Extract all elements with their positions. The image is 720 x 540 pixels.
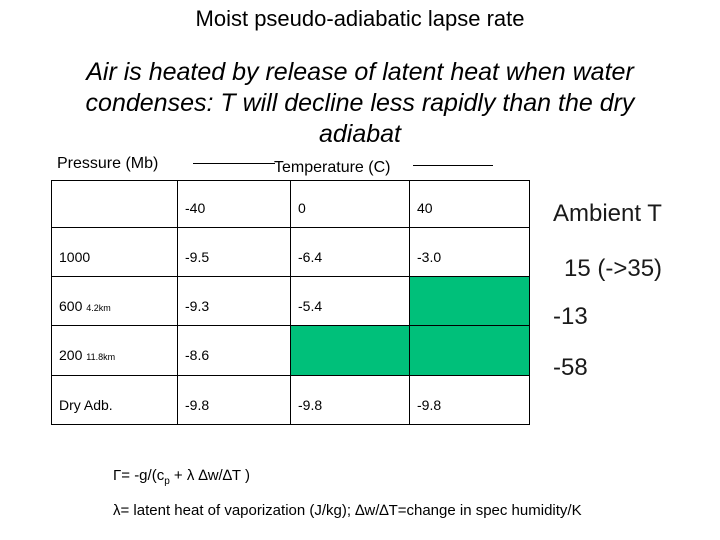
- table-corner-cell: [51, 180, 178, 228]
- table-row: 1000 -9.5 -6.4 -3.0: [51, 226, 530, 278]
- table-header-row: -40 0 40: [51, 180, 530, 228]
- row-label-200: 200 11.8km: [51, 325, 178, 376]
- pressure-axis-label: Pressure (Mb): [57, 155, 159, 172]
- pressure-value: 600: [59, 298, 83, 315]
- header-cell-temp-40: 40: [409, 180, 530, 228]
- ambient-temp-value: 15 (->35): [564, 255, 663, 282]
- ambient-temp-label: Ambient T: [553, 200, 662, 227]
- table-cell: -9.5: [177, 226, 291, 278]
- pressure-value: 200: [59, 347, 83, 364]
- temperature-rule-right: [413, 165, 493, 166]
- lapse-rate-formula: Γ= -g/(cp + λ ∆w/∆T ): [113, 467, 250, 487]
- table-row: 600 4.2km -9.3 -5.4: [51, 276, 530, 327]
- table-cell: -6.4: [290, 226, 410, 278]
- table-cell: -3.0: [409, 226, 530, 278]
- ambient-temp-value: -13: [553, 303, 588, 330]
- pressure-value: Dry Adb.: [59, 396, 113, 413]
- slide-subtitle: Air is heated by release of latent heat …: [85, 58, 635, 148]
- temperature-rule-left: [193, 163, 275, 164]
- table-row: Dry Adb. -9.8 -9.8 -9.8: [51, 374, 530, 426]
- row-label-600: 600 4.2km: [51, 276, 178, 327]
- table-cell: -8.6: [177, 325, 291, 376]
- formula-subscript: p: [164, 476, 170, 487]
- lapse-rate-table: -40 0 40 1000 -9.5 -6.4 -3.0 600 4.2km -…: [51, 180, 530, 426]
- table-cell-filled: [409, 325, 530, 376]
- altitude-note: 4.2km: [86, 303, 111, 314]
- table-cell: -9.3: [177, 276, 291, 327]
- table-cell-filled: [290, 325, 410, 376]
- ambient-temp-value: -58: [553, 354, 588, 381]
- formula-rhs: + λ ∆w/∆T ): [169, 467, 250, 484]
- temperature-axis-label: Temperature (C): [274, 159, 391, 176]
- slide-title: Moist pseudo-adiabatic lapse rate: [195, 6, 525, 31]
- table-cell-filled: [409, 276, 530, 327]
- table-row: 200 11.8km -8.6: [51, 325, 530, 376]
- header-cell-temp-minus40: -40: [177, 180, 291, 228]
- altitude-note: 11.8km: [86, 352, 116, 363]
- table-cell: -9.8: [409, 374, 530, 426]
- pressure-value: 1000: [59, 248, 91, 265]
- table-cell: -9.8: [177, 374, 291, 426]
- row-label-1000: 1000: [51, 226, 178, 278]
- row-label-dry-adb: Dry Adb.: [51, 374, 178, 426]
- table-cell: -5.4: [290, 276, 410, 327]
- table-cell: -9.8: [290, 374, 410, 426]
- formula-lhs: Γ= -g/(c: [113, 467, 165, 484]
- header-cell-temp-0: 0: [290, 180, 410, 228]
- latent-heat-definition: λ= latent heat of vaporization (J/kg); ∆…: [113, 502, 582, 519]
